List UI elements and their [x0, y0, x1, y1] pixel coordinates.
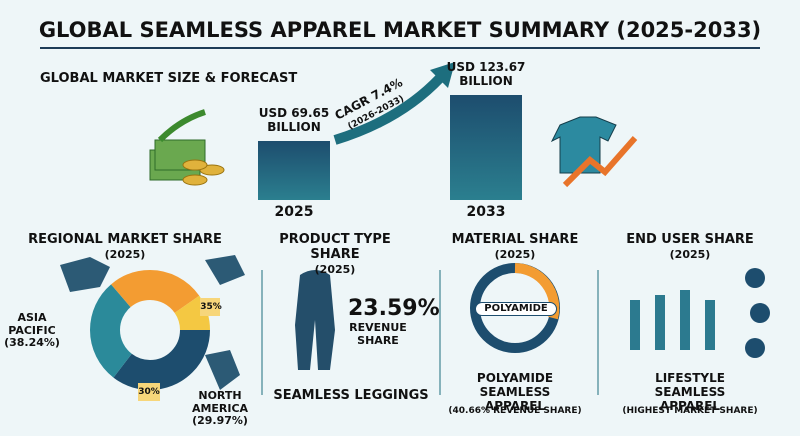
end-user-note: (HIGHEST MARKET SHARE) — [622, 406, 758, 416]
bar — [258, 140, 330, 200]
material-name: POLYAMIDE SEAMLESS APPAREL — [476, 371, 554, 413]
section-title: MATERIAL SHARE (2025) — [451, 232, 579, 261]
section-title: REGIONAL MARKET SHARE (2025) — [28, 232, 222, 261]
bar — [450, 95, 522, 200]
product-share-label: REVENUE SHARE — [349, 321, 407, 347]
x-tick-label: 2033 — [466, 204, 506, 220]
product-share: 23.59% — [348, 296, 440, 321]
region-label: ASIA PACIFIC (38.24%) — [4, 311, 60, 350]
x-tick-label: 2025 — [274, 204, 314, 220]
badge: 30% — [138, 387, 160, 397]
product-name: SEAMLESS LEGGINGS — [273, 388, 429, 403]
title: GLOBAL SEAMLESS APPAREL MARKET SUMMARY (… — [38, 18, 762, 42]
badge: 35% — [200, 302, 222, 312]
value-label: USD 69.65 BILLION — [258, 105, 330, 134]
chart-title: GLOBAL MARKET SIZE & FORECAST — [40, 71, 298, 86]
value-label: USD 123.67 BILLION — [446, 60, 526, 88]
region-label: NORTH AMERICA (29.97%) — [191, 389, 249, 428]
end-user-name: LIFESTYLE SEAMLESS APPAREL — [654, 371, 726, 413]
material-note: (40.66% REVENUE SHARE) — [448, 406, 582, 416]
ring-label: POLYAMIDE — [475, 302, 557, 316]
section-title: END USER SHARE (2025) — [626, 232, 754, 261]
section-title: PRODUCT TYPE SHARE (2025) — [279, 232, 391, 276]
